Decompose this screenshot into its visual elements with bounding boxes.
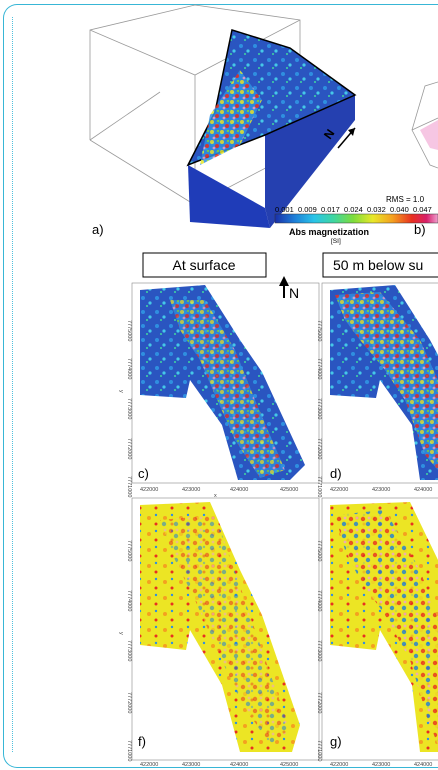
panel-b-bounding-box [411,81,438,169]
x-tick: 423000 [182,487,200,493]
panel-a-3d-block: N [89,4,438,228]
y-tick: 7774000 [316,358,322,379]
y-tick: 7775000 [316,320,322,341]
colorbar-title: Abs magnetization [289,227,369,237]
block-front [265,95,355,228]
y-tick: 7772000 [126,692,132,713]
y-tick: 7772000 [126,438,132,459]
y-tick: 7771000 [126,740,132,761]
panel-b-block-edge [420,120,438,150]
y-tick: 7775000 [126,540,132,561]
x-tick: 422000 [140,762,158,768]
panel-g-map: g) 422000 423000 424000 7775000 7774000 … [316,497,438,768]
y-tick: 7772000 [316,692,322,713]
y-tick: 7774000 [126,590,132,611]
colorbar-tick: 0.009 [298,205,317,214]
x-tick: 423000 [182,762,200,768]
y-axis-label: y [118,632,124,635]
y-tick: 7773000 [316,640,322,661]
panel-f-map: f) 422000 423000 424000 425000 7775000 7… [118,497,320,768]
column-headers: At surface 50 m below su [142,252,438,278]
anomaly-zone [200,70,262,165]
panel-label-c: c) [138,466,149,481]
panel-d-map: d) 422000 423000 424000 7775000 7774000 … [316,282,438,497]
colorbar-unit: [SI] [331,238,341,245]
map-anomaly-d [335,292,438,470]
y-axis-label: y [118,390,124,393]
y-tick: 7771000 [126,476,132,497]
y-tick: 7771000 [316,476,322,497]
colorbar-tick: 0.001 [275,205,294,214]
header-50m: 50 m below su [333,257,423,273]
north-arrow: N [279,276,299,301]
panel-label-d: d) [330,466,342,481]
block-side [188,165,270,228]
panel-label-g: g) [330,734,342,749]
x-tick: 423000 [372,487,390,493]
north-label: N [289,285,299,301]
panel-c-map: N c) 422000 423000 424000 425000 x 77750… [118,276,320,499]
dotted-guide [12,17,13,752]
y-tick: 7772000 [316,438,322,459]
panel-label-a: a) [92,222,104,237]
x-tick: 422000 [330,762,348,768]
header-box-50m [322,252,438,278]
y-tick: 7774000 [316,590,322,611]
x-tick: 422000 [330,487,348,493]
y-tick: 7773000 [126,398,132,419]
colorbar-tick: 0.024 [344,205,363,214]
y-tick: 7771000 [316,740,322,761]
x-tick: 423000 [372,762,390,768]
x-tick: 424000 [414,762,432,768]
x-axis-label: x [214,493,217,499]
x-tick: 422000 [140,487,158,493]
y-tick: 7773000 [316,398,322,419]
colorbar-tick: 0.040 [390,205,409,214]
x-tick: 424000 [230,762,248,768]
colorbar-gradient [274,213,438,224]
colorbar-tick: 0.047 [413,205,432,214]
y-tick: 7775000 [316,540,322,561]
panel-label-b: b) [414,222,426,237]
colorbar-tick: 0.017 [321,205,340,214]
panel-label-f: f) [138,734,146,749]
x-tick: 424000 [414,487,432,493]
header-at-surface: At surface [172,257,235,273]
header-box-surface [142,252,267,278]
x-tick: 425000 [280,487,298,493]
y-tick: 7775000 [126,320,132,341]
y-tick: 7774000 [126,358,132,379]
y-tick: 7773000 [126,640,132,661]
colorbar: RMS = 1.0 0.001 0.009 0.017 0.024 0.032 … [274,195,438,245]
colorbar-rms: RMS = 1.0 [386,195,425,204]
map-anomaly-c [170,300,285,478]
map-anomaly-g [335,510,438,745]
x-tick: 424000 [230,487,248,493]
x-tick: 425000 [280,762,298,768]
colorbar-tick: 0.032 [367,205,386,214]
map-anomaly-f [160,515,290,745]
